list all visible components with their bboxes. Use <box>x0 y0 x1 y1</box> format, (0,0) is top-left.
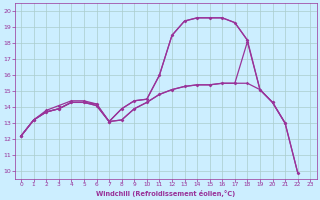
X-axis label: Windchill (Refroidissement éolien,°C): Windchill (Refroidissement éolien,°C) <box>96 190 235 197</box>
